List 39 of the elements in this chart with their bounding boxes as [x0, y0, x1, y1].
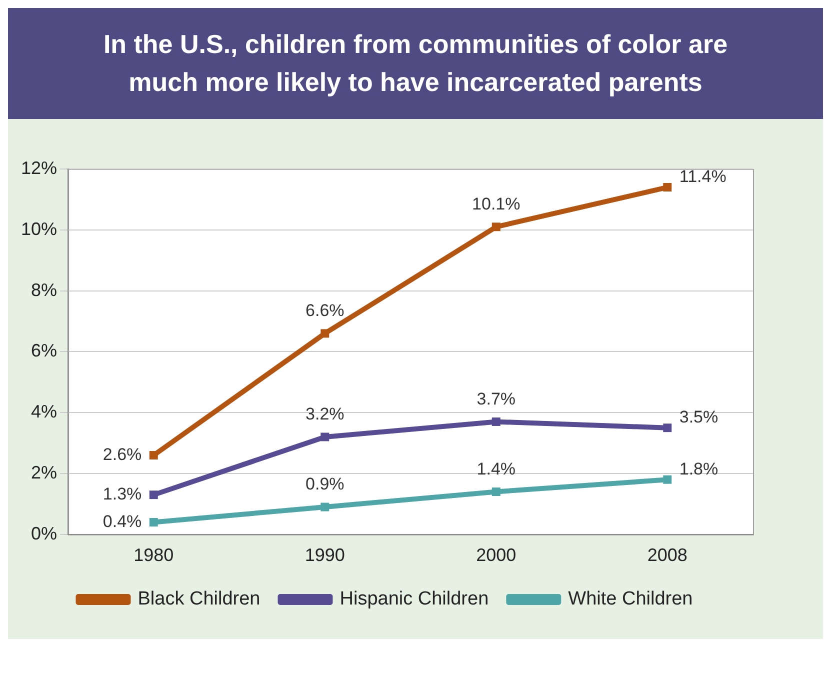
point [663, 424, 672, 432]
data-label: 2.6% [102, 445, 142, 464]
y-tick-label: 4% [31, 402, 58, 422]
y-tick-label: 0% [31, 524, 58, 544]
point [149, 451, 158, 460]
legend-label: White Children [568, 589, 693, 610]
point [663, 183, 672, 192]
data-label: 6.6% [306, 301, 344, 320]
legend-label: Hispanic Children [340, 589, 489, 610]
chart-title: In the U.S., children from communities of color are much more likely to have incarcerated parents [8, 8, 823, 120]
point [663, 476, 672, 484]
data-label: 1.3% [102, 484, 142, 504]
point [492, 418, 500, 426]
point [492, 488, 500, 496]
point [492, 222, 500, 232]
x-tick-label: 1980 [134, 546, 174, 566]
point [320, 330, 330, 338]
x-tick-label: 1990 [304, 546, 345, 566]
data-label: 1.4% [476, 460, 516, 479]
y-tick-label: 6% [31, 341, 58, 362]
y-tick-label: 12% [20, 158, 58, 178]
y-tick-label: 2% [31, 462, 58, 483]
data-label: 10.1% [472, 194, 520, 214]
data-label: 11.4% [679, 167, 726, 186]
data-label: 3.5% [679, 408, 718, 427]
data-label: 3.7% [476, 390, 516, 409]
data-label: 0.9% [306, 475, 344, 494]
point [320, 433, 330, 442]
data-label: 3.2% [306, 405, 344, 424]
point [320, 503, 330, 512]
y-tick-label: 10% [20, 219, 58, 240]
x-tick-label: 2008 [647, 546, 688, 566]
point [149, 490, 158, 500]
legend-label: Black Children [138, 589, 260, 610]
data-label: 1.8% [679, 460, 718, 479]
data-label: 0.4% [102, 512, 142, 532]
point [149, 518, 158, 527]
y-tick-label: 8% [31, 280, 58, 300]
x-tick-label: 2000 [476, 546, 516, 566]
